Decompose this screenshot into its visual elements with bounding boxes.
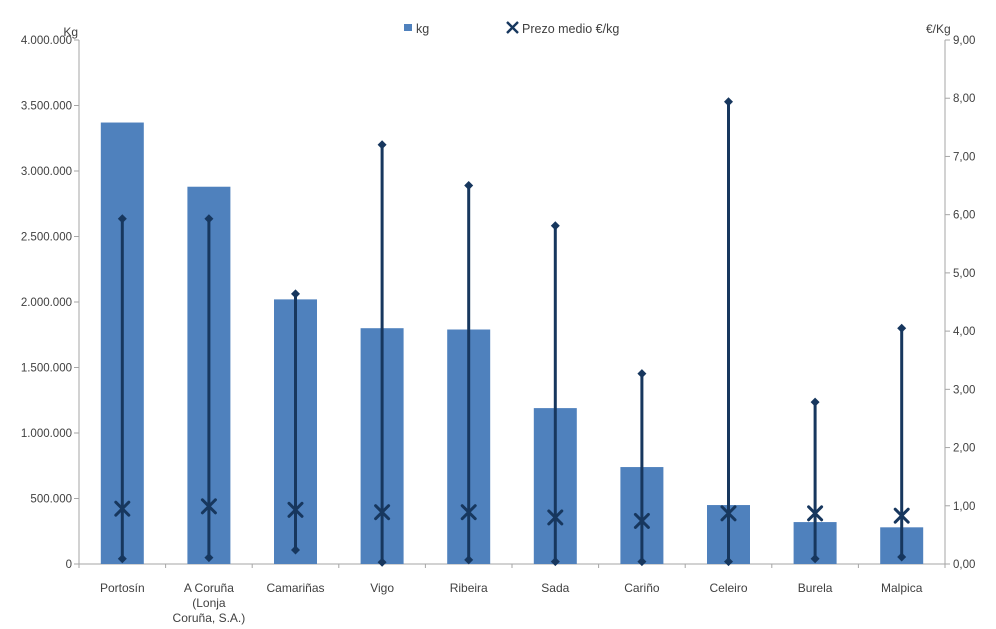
avg-price-x-marker-8[interactable] (807, 505, 824, 522)
right-axis-tick-label: 4,00 (953, 326, 975, 338)
category-label: Burela (798, 581, 833, 595)
avg-price-x-marker-6[interactable] (633, 512, 650, 529)
bar-series-kg (100, 122, 924, 564)
right-axis-tick-label: 2,00 (953, 443, 975, 455)
right-axis-tick-label: 9,00 (953, 35, 975, 47)
left-axis-tick-label: 2.500.000 (21, 232, 72, 244)
range-low-diamond-icon (464, 555, 474, 565)
avg-price-x-marker-7[interactable] (720, 505, 737, 522)
avg-price-x-marker-3[interactable] (374, 504, 391, 521)
range-high-diamond-icon (204, 214, 214, 224)
avg-price-series (114, 498, 910, 529)
range-high-diamond-icon (897, 323, 907, 333)
category-label: Ribeira (450, 581, 488, 595)
category-label: A Coruña (184, 581, 234, 595)
high-low-range-series (117, 97, 907, 567)
range-low-diamond-icon (550, 557, 560, 567)
right-axis-tick-label: 6,00 (953, 210, 975, 222)
range-6[interactable] (637, 369, 647, 567)
legend-label-kg: kg (416, 22, 429, 36)
range-8[interactable] (810, 397, 820, 564)
range-high-diamond-icon (637, 369, 647, 379)
left-axis-tick-label: 3.000.000 (21, 166, 72, 178)
range-1[interactable] (204, 214, 214, 563)
avg-price-x-marker-9[interactable] (893, 507, 910, 524)
right-axis-title: €/Kg (926, 22, 951, 36)
range-low-diamond-icon (897, 552, 907, 562)
legend-square-icon (404, 24, 412, 31)
left-axis-tick-label: 0 (66, 559, 72, 571)
range-high-diamond-icon (810, 397, 820, 407)
right-axis-tick-label: 7,00 (953, 151, 975, 163)
category-label: Cariño (624, 581, 660, 595)
category-label: Coruña, S.A.) (173, 611, 246, 625)
range-4[interactable] (464, 181, 474, 565)
range-7[interactable] (724, 97, 733, 567)
left-axis-tick-label: 2.000.000 (21, 297, 72, 309)
legend-label-prezo-medio: Prezo medio €/kg (522, 22, 619, 36)
right-axis-tick-label: 5,00 (953, 268, 975, 280)
left-axis-tick-label: 500.000 (30, 494, 72, 506)
legend-x-icon (506, 21, 519, 34)
right-axis-tick-label: 3,00 (953, 384, 975, 396)
range-high-diamond-icon (464, 181, 474, 191)
category-label: (Lonja (192, 596, 226, 610)
range-9[interactable] (897, 323, 907, 562)
right-axis-tick-label: 0,00 (953, 559, 975, 571)
range-5[interactable] (550, 221, 560, 567)
range-low-diamond-icon (637, 557, 647, 567)
range-high-diamond-icon (550, 221, 560, 231)
range-2[interactable] (291, 289, 300, 555)
range-0[interactable] (117, 214, 127, 564)
left-axis-tick-label: 1.500.000 (21, 363, 72, 375)
axis-tick-labels: 0 500.000 1.000.000 1.500.000 2.000.000 2.500… (21, 35, 976, 571)
range-high-diamond-icon (724, 97, 733, 107)
right-axis-tick-label: 1,00 (953, 501, 975, 513)
avg-price-x-marker-4[interactable] (460, 504, 477, 521)
left-axis-title: Kg (63, 25, 78, 39)
range-low-diamond-icon (724, 557, 733, 567)
left-axis-tick-label: 3.500.000 (21, 101, 72, 113)
range-3[interactable] (377, 140, 387, 567)
category-label: Vigo (370, 581, 394, 595)
avg-price-x-marker-5[interactable] (547, 509, 564, 526)
category-label: Malpica (881, 581, 923, 595)
left-axis-tick-label: 4.000.000 (21, 35, 72, 47)
category-label: Sada (541, 581, 569, 595)
range-high-diamond-icon (117, 214, 127, 224)
left-axis-tick-label: 1.000.000 (21, 428, 72, 440)
right-axis-tick-label: 8,00 (953, 93, 975, 105)
category-label: Portosín (100, 581, 145, 595)
avg-price-x-marker-2[interactable] (287, 501, 304, 518)
avg-price-x-marker-0[interactable] (114, 500, 131, 517)
range-high-diamond-icon (377, 140, 387, 150)
range-low-diamond-icon (810, 554, 820, 564)
legend-item-kg[interactable]: kg (404, 22, 429, 36)
category-label: Camariñas (266, 581, 324, 595)
legend-item-prezo-medio[interactable]: Prezo medio €/kg (506, 21, 619, 36)
avg-price-x-marker-1[interactable] (200, 498, 217, 515)
range-low-diamond-icon (117, 554, 127, 564)
range-low-diamond-icon (291, 545, 300, 555)
legend: kg Prezo medio €/kg (404, 21, 619, 36)
category-label: Celeiro (709, 581, 747, 595)
range-high-diamond-icon (291, 289, 300, 299)
range-low-diamond-icon (204, 553, 214, 563)
range-low-diamond-icon (377, 557, 387, 567)
